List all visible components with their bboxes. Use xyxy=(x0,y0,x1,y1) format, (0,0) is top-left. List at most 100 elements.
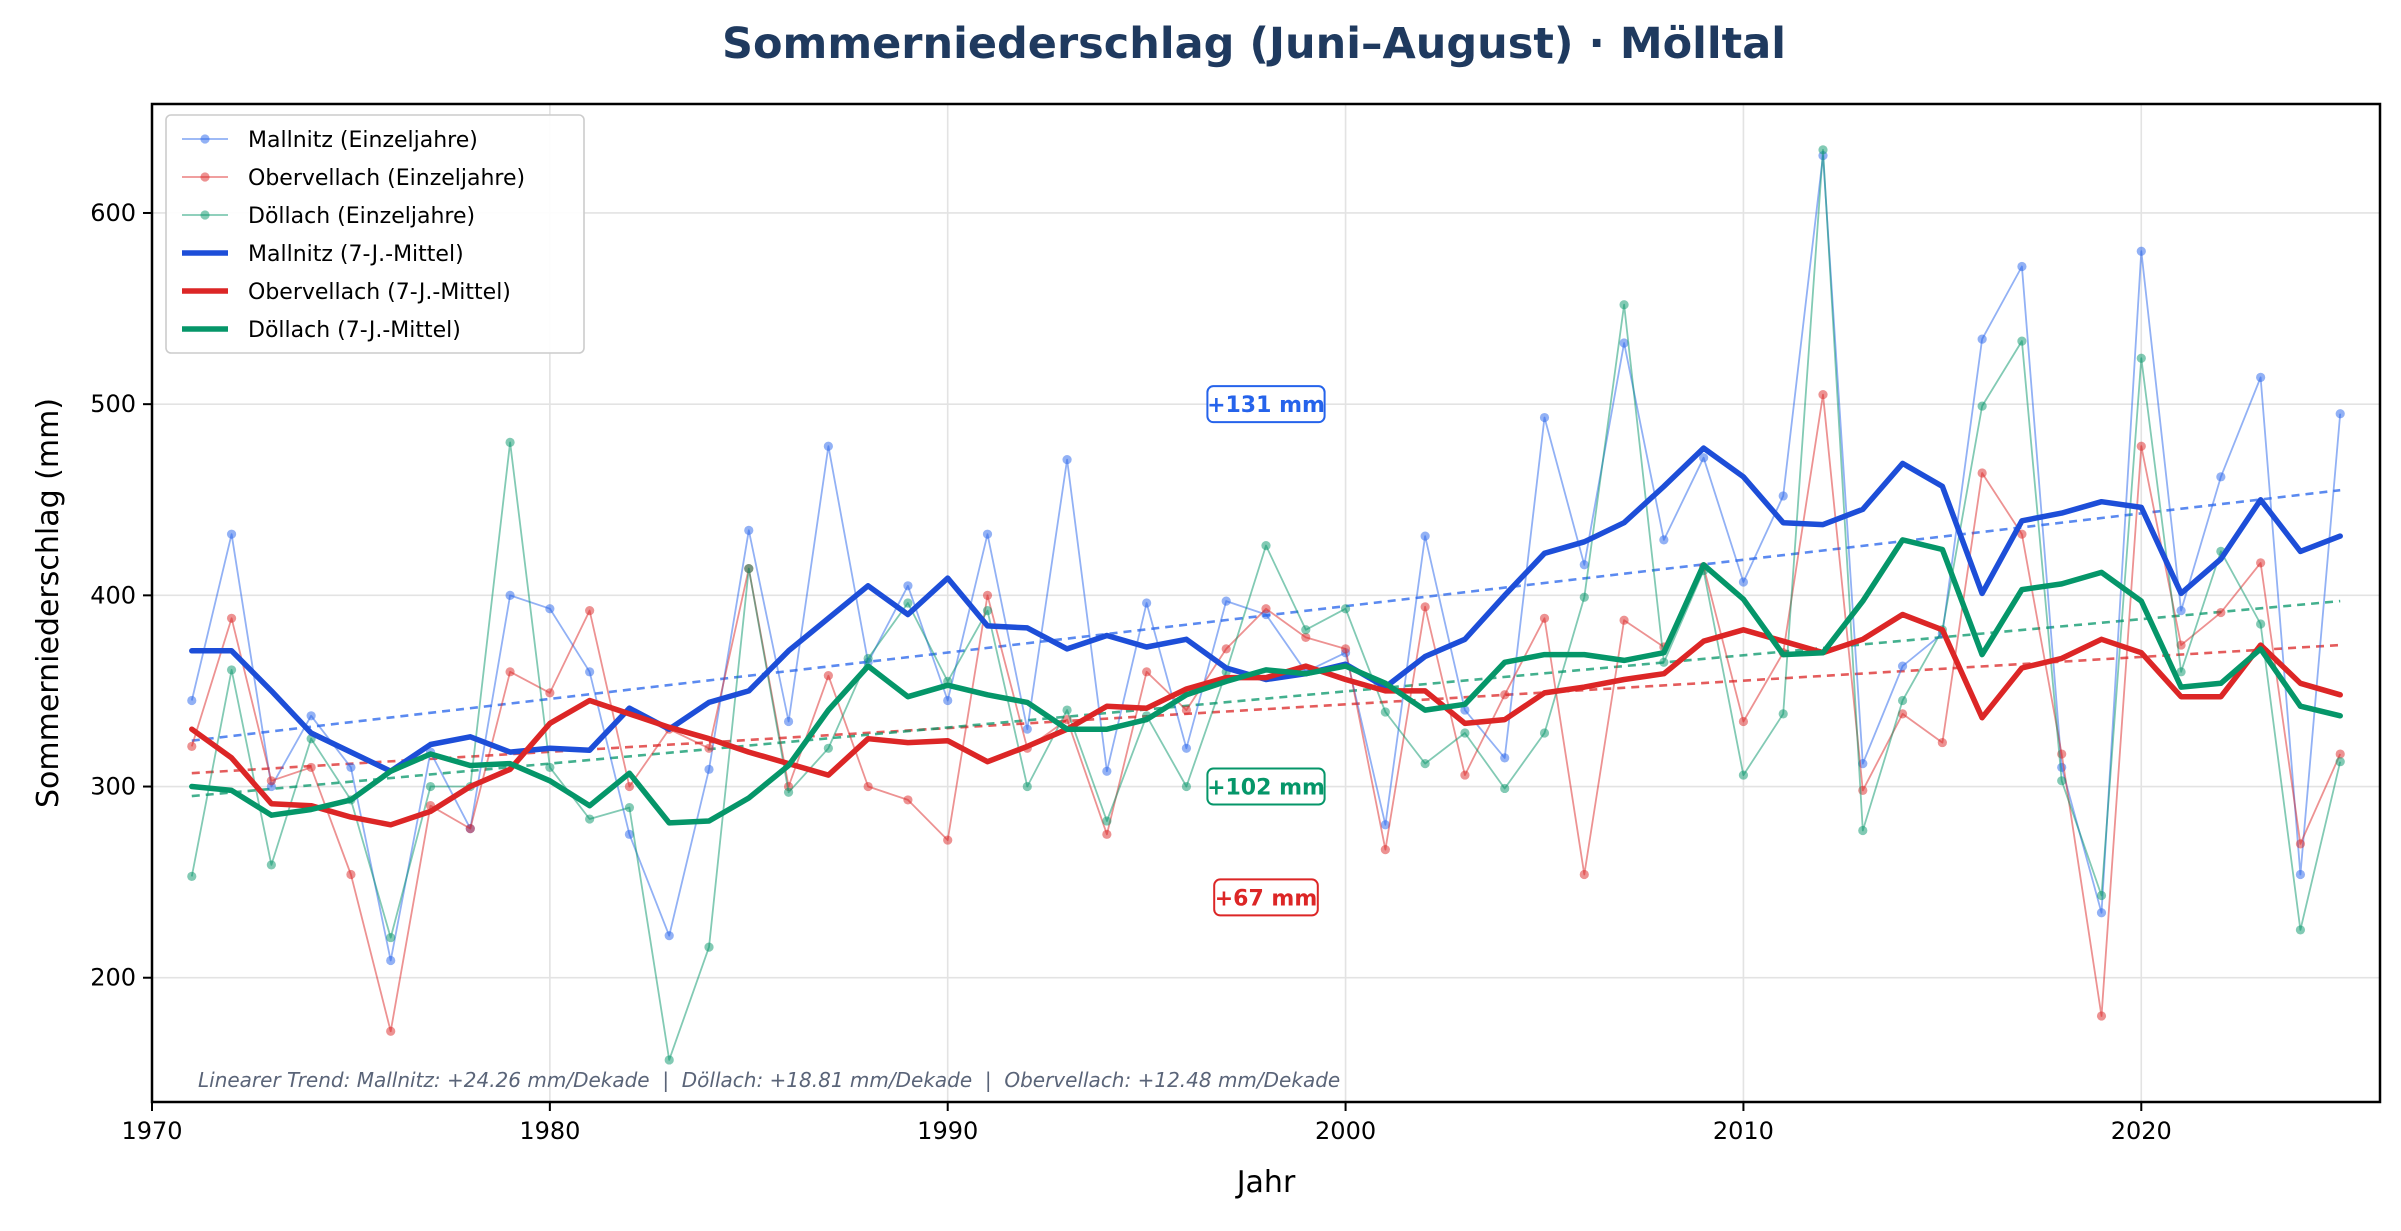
data-point xyxy=(1340,644,1351,654)
data-point xyxy=(187,871,197,881)
data-point xyxy=(1738,770,1749,780)
legend-label-doellach-einzeljahre: Döllach (Einzeljahre) xyxy=(248,204,475,229)
data-point xyxy=(704,764,714,774)
data-point xyxy=(1500,783,1510,794)
data-point xyxy=(1142,598,1152,608)
data-point xyxy=(505,667,515,677)
data-point xyxy=(266,776,276,786)
data-point xyxy=(744,563,754,574)
data-point xyxy=(1102,816,1112,826)
data-point xyxy=(2335,757,2345,767)
trend-note: Linearer Trend: Mallnitz: +24.26 mm/Deka… xyxy=(198,1068,1340,1092)
data-point xyxy=(306,762,316,773)
data-point xyxy=(2256,372,2266,382)
data-point xyxy=(2017,529,2027,539)
data-point xyxy=(1619,338,1629,348)
data-point xyxy=(823,441,833,451)
annotation-label: +67 mm xyxy=(1215,886,1318,911)
data-point xyxy=(1022,724,1032,734)
data-point xyxy=(1420,602,1430,612)
data-point xyxy=(624,802,635,813)
legend-label-doellach-7-j-mittel: Döllach (7-J.-Mittel) xyxy=(248,318,461,343)
data-point xyxy=(1738,577,1749,587)
data-point xyxy=(1659,535,1669,545)
data-point xyxy=(2136,246,2146,256)
data-point xyxy=(823,743,833,753)
data-point xyxy=(664,931,674,941)
data-point xyxy=(425,781,436,792)
data-point xyxy=(226,613,237,623)
data-point xyxy=(2136,441,2146,451)
legend-marker-obervellach-einzeljahre xyxy=(200,172,210,182)
data-point xyxy=(1579,560,1589,570)
data-point xyxy=(982,590,993,600)
data-point xyxy=(863,781,873,792)
data-point xyxy=(505,437,515,448)
rolling-mean-series xyxy=(189,445,2343,828)
data-point xyxy=(863,653,873,664)
annotation-box xyxy=(1213,878,1319,917)
annotation-label: +102 mm xyxy=(1207,776,1325,801)
data-point xyxy=(226,529,237,539)
data-point xyxy=(1539,613,1550,623)
x-axis-label: Jahr xyxy=(1235,1165,1296,1200)
data-point xyxy=(1579,592,1589,602)
data-point xyxy=(2216,607,2226,618)
data-point xyxy=(943,835,953,845)
data-point xyxy=(1221,596,1231,606)
annotation-label: +131 mm xyxy=(1207,393,1325,418)
data-point xyxy=(1460,728,1470,738)
data-point xyxy=(744,525,754,535)
x-tick-label: 2000 xyxy=(1315,1117,1376,1145)
trend-line-obervellach xyxy=(191,643,2341,775)
data-point xyxy=(585,606,595,616)
data-point xyxy=(505,590,515,600)
data-point xyxy=(624,781,635,792)
data-point xyxy=(1022,781,1032,792)
data-point xyxy=(1579,869,1589,880)
data-point xyxy=(1500,690,1510,700)
data-point xyxy=(2295,925,2306,935)
series-mallnitz-einzeljahre xyxy=(187,151,2345,966)
data-point xyxy=(1858,825,1868,836)
data-point xyxy=(943,695,953,706)
data-point xyxy=(1062,705,1072,715)
data-point xyxy=(903,598,913,608)
data-point xyxy=(2096,908,2107,918)
data-point xyxy=(1420,758,1430,769)
data-point xyxy=(1897,709,1908,719)
data-point xyxy=(585,667,595,677)
data-point xyxy=(2176,667,2186,677)
plot-frame xyxy=(150,102,2382,1104)
legend: Mallnitz (Einzeljahre) Obervellach (Einze… xyxy=(165,114,585,354)
data-point xyxy=(1897,661,1908,671)
legend-label-obervellach-einzeljahre: Obervellach (Einzeljahre) xyxy=(248,166,525,191)
data-point xyxy=(346,869,356,880)
data-point xyxy=(1659,657,1669,667)
data-point xyxy=(1897,695,1908,706)
data-point xyxy=(226,665,237,675)
chart-title: Sommerniederschlag (Juni–August) · Möllt… xyxy=(722,19,1786,69)
data-point xyxy=(1818,145,1828,155)
data-point xyxy=(2096,1011,2107,1021)
data-point xyxy=(465,824,475,834)
legend-marker-doellach-einzeljahre xyxy=(200,210,210,220)
data-point xyxy=(1380,845,1390,855)
data-point xyxy=(1539,412,1550,423)
data-point xyxy=(2017,336,2027,346)
data-point xyxy=(1420,531,1430,541)
data-point xyxy=(2295,869,2306,880)
data-point xyxy=(187,695,197,706)
annotations: +131 mm +102 mm +67 mm xyxy=(1206,385,1326,917)
y-tick-label: 400 xyxy=(90,581,136,609)
data-point xyxy=(2335,409,2345,419)
x-tick-label: 1990 xyxy=(917,1117,978,1145)
data-point xyxy=(585,814,595,824)
data-point xyxy=(545,604,555,614)
legend-label-mallnitz-7-j-mittel: Mallnitz (7-J.-Mittel) xyxy=(248,242,464,267)
data-point xyxy=(1977,401,1987,411)
data-point xyxy=(1619,615,1629,625)
data-point xyxy=(1937,737,1947,748)
series-obervellach-einzeljahre xyxy=(187,390,2345,1036)
data-point xyxy=(1221,644,1231,654)
